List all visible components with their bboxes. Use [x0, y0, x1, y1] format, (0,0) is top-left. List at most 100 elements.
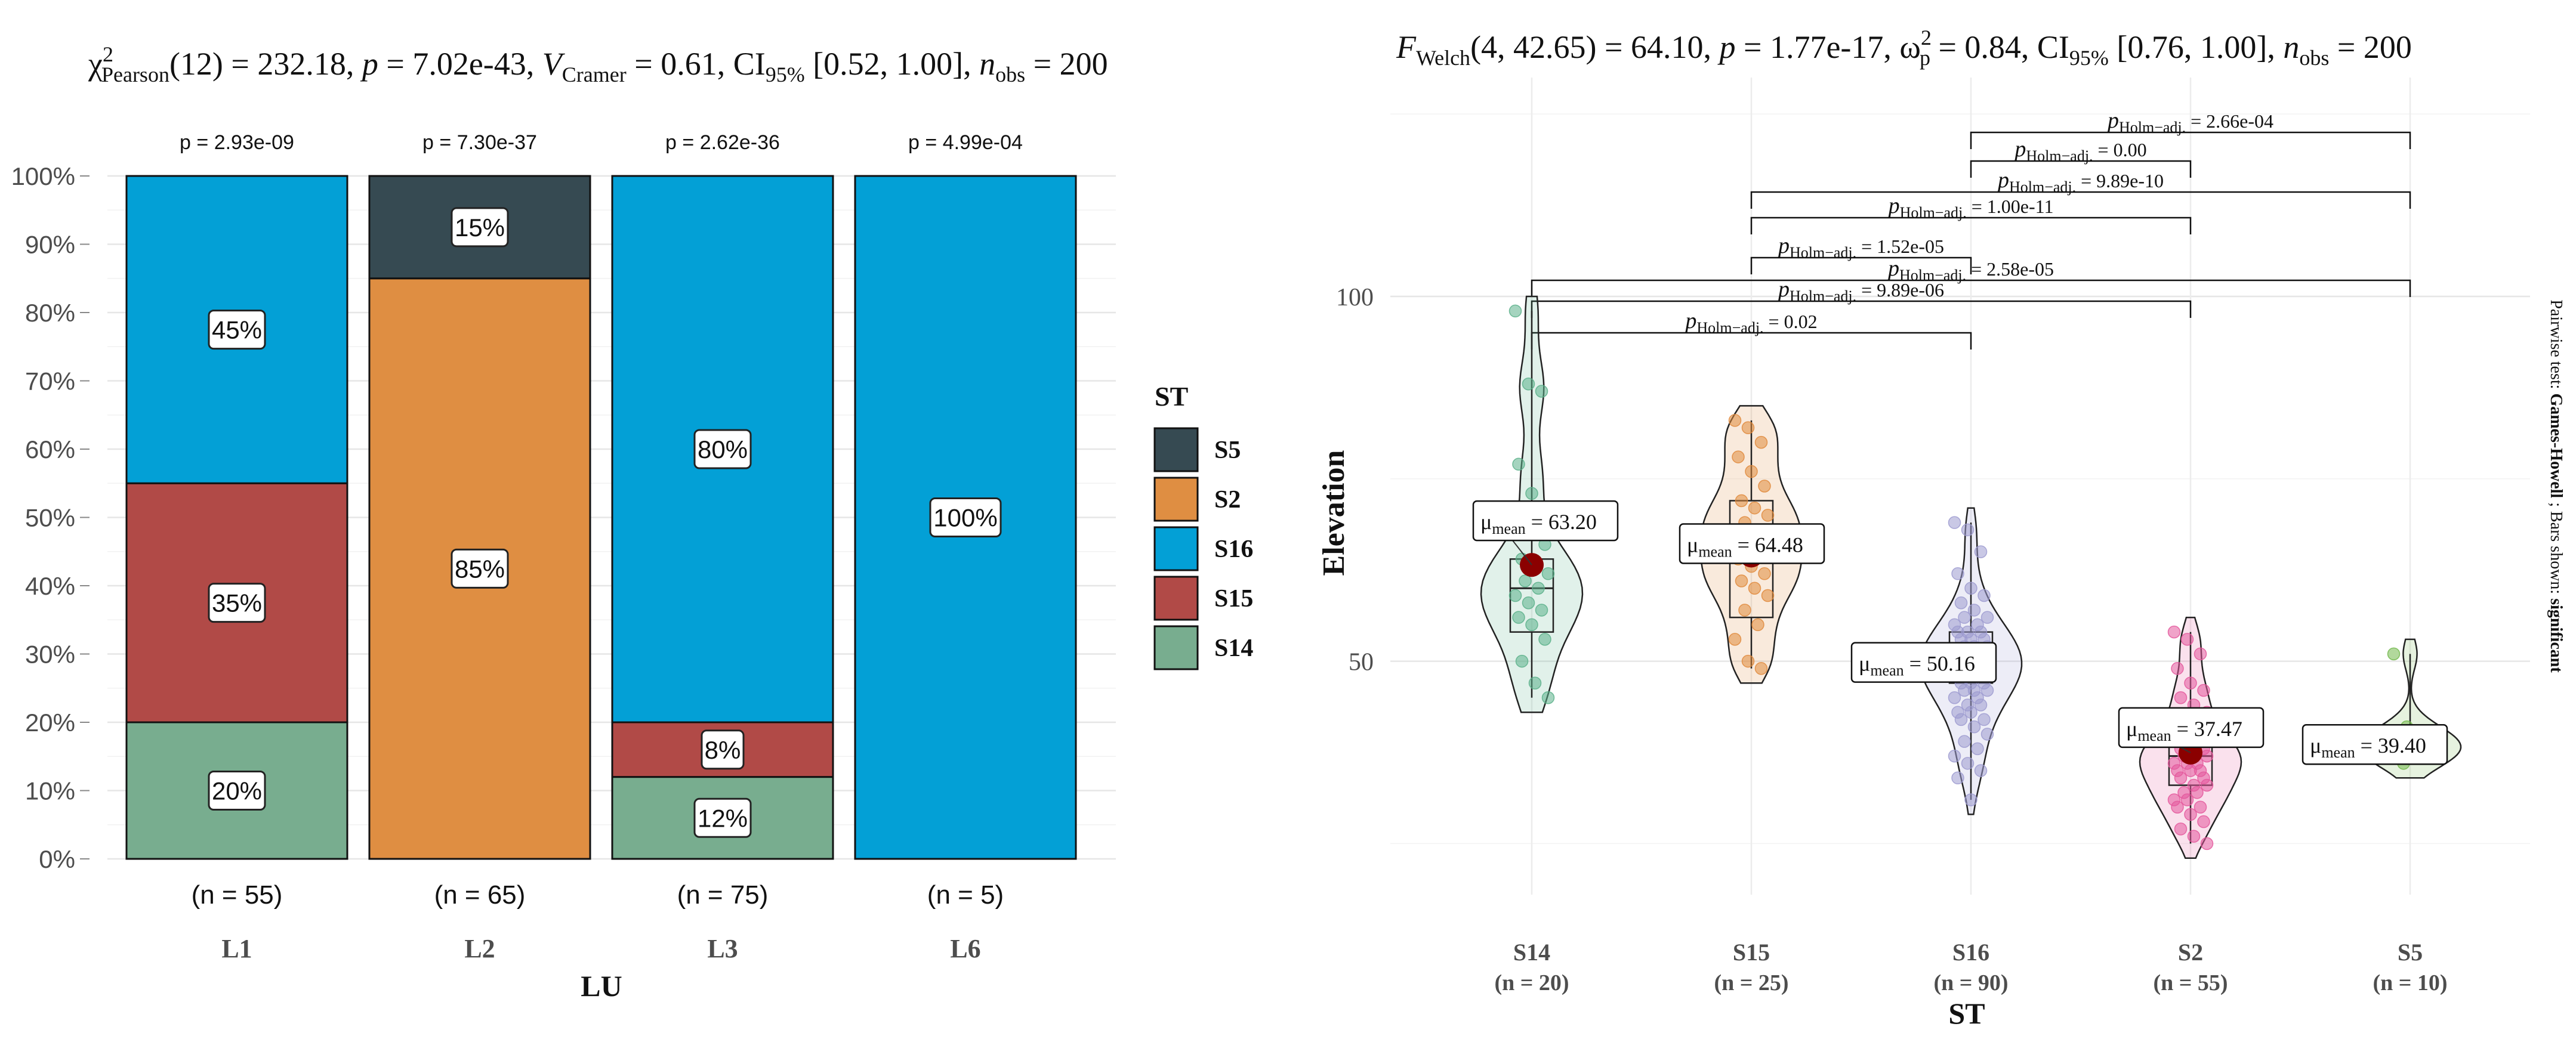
left-y-tick-label: 0%	[39, 845, 75, 873]
data-point	[1974, 764, 1988, 777]
left-y-tick-label: 10%	[25, 777, 75, 805]
left-y-tick-label: 40%	[25, 572, 75, 600]
data-point	[1961, 757, 1975, 770]
data-point	[1964, 582, 1977, 595]
data-point	[1954, 596, 1968, 610]
data-point	[2184, 764, 2197, 777]
legend-swatch	[1153, 625, 1199, 670]
legend: ST S5 S2 S16 S15 S14	[1153, 381, 1253, 670]
pairwise-p-label: pHolm−adj. = 1.00e-11	[1887, 193, 2054, 221]
pairwise-p-label: pHolm−adj. = 2.58e-05	[1886, 256, 2054, 284]
data-point	[1522, 378, 1535, 391]
data-point	[2200, 837, 2214, 851]
left-y-tick-label: 70%	[25, 367, 75, 395]
left-x-axis-label: LU	[581, 969, 622, 1003]
mean-label: μmean = 63.20	[1480, 510, 1597, 537]
x-tick-label: L3	[707, 934, 738, 963]
data-point	[1512, 611, 1525, 624]
data-point	[1977, 713, 1991, 726]
data-point	[1508, 304, 1522, 318]
data-point	[1519, 574, 1532, 587]
percent-label: 8%	[705, 736, 741, 764]
data-point	[1974, 545, 1988, 558]
percent-label: 15%	[455, 214, 505, 242]
data-point	[2180, 793, 2194, 806]
pairwise-p-label: pHolm−adj. = 9.89e-06	[1776, 277, 1944, 305]
p-value-label: p = 2.93e-09	[180, 131, 294, 154]
data-point	[1758, 480, 1771, 493]
p-value-label: p = 2.62e-36	[665, 131, 780, 154]
data-point	[1538, 633, 1551, 646]
violin-chart: FWelch(4, 42.65) = 64.10, p = 1.77e-17, …	[1317, 26, 2565, 1030]
data-point	[2171, 662, 2184, 675]
data-point	[1961, 523, 1975, 537]
percent-label: 80%	[698, 435, 748, 463]
percent-label-box	[929, 497, 1002, 537]
data-point	[1958, 611, 1971, 624]
left-y-tick-label: 20%	[25, 709, 75, 737]
data-point	[2387, 647, 2401, 661]
count-label: (n = 55)	[2153, 970, 2228, 995]
data-point	[1754, 662, 1768, 675]
right-y-tick-labels: 50 100	[1336, 284, 1374, 676]
data-point	[2167, 625, 2181, 639]
pairwise-bracket	[1750, 191, 2411, 209]
data-point	[1967, 604, 1981, 617]
mean-label-box	[2302, 723, 2448, 765]
count-label: (n = 75)	[677, 880, 769, 910]
percent-label: 85%	[455, 555, 505, 583]
count-label: (n = 90)	[1933, 970, 2008, 995]
data-point	[1748, 582, 1761, 595]
data-point	[1958, 735, 1971, 748]
data-point	[1735, 574, 1748, 587]
data-point	[1980, 728, 1994, 741]
count-label: (n = 55)	[192, 880, 283, 910]
data-point	[1512, 457, 1525, 471]
data-point	[1948, 691, 1961, 704]
data-point	[1525, 487, 1538, 500]
data-point	[2200, 778, 2214, 792]
data-point	[1532, 582, 1545, 595]
data-point	[1732, 450, 1745, 463]
legend-title: ST	[1155, 381, 1188, 412]
pairwise-bracket	[1970, 160, 2192, 178]
percent-label: 45%	[212, 316, 262, 344]
data-point	[1728, 414, 1742, 427]
pairwise-bracket	[1750, 217, 2192, 234]
right-chart-title: FWelch(4, 42.65) = 64.10, p = 1.77e-17, …	[1396, 26, 2412, 70]
left-chart-title: χ2 Pearson(12) = 232.18, p = 7.02e-43, VC…	[88, 42, 1108, 86]
data-point	[1741, 654, 1755, 668]
data-point	[1748, 501, 1761, 515]
pairwise-bracket	[1750, 256, 1972, 274]
data-point	[1535, 385, 1548, 398]
data-point	[2194, 800, 2207, 814]
data-point	[1951, 771, 1964, 785]
percent-label-box	[451, 207, 509, 248]
percent-label-box	[693, 797, 752, 838]
p-value-label: p = 4.99e-04	[908, 131, 1023, 154]
legend-label: S14	[1214, 635, 1253, 662]
data-point	[1735, 494, 1748, 508]
data-point	[1980, 611, 1994, 624]
left-y-tick-labels: 0% 10% 20% 30% 40% 50% 60% 70% 80% 90% 100%	[11, 162, 90, 873]
mean-label-box	[1850, 642, 1997, 683]
pairwise-p-label: pHolm−adj. = 1.52e-05	[1776, 233, 1944, 261]
x-tick-label: L6	[950, 934, 980, 963]
data-point	[1754, 435, 1768, 449]
data-point	[2197, 684, 2210, 697]
mean-label: μmean = 50.16	[1859, 652, 1975, 679]
pairwise-bracket	[1531, 279, 2411, 297]
data-point	[1515, 654, 1529, 668]
x-tick-label: S2	[2178, 939, 2203, 966]
right-y-axis-label: Elevation	[1317, 450, 1351, 576]
pairwise-p-label: pHolm−adj. = 9.89e-10	[1996, 168, 2164, 196]
data-point	[1951, 567, 1964, 580]
left-y-tick-label: 60%	[25, 435, 75, 463]
count-label: (n = 5)	[927, 880, 1004, 910]
legend-label: S16	[1214, 536, 1253, 563]
data-point	[1761, 509, 1775, 522]
legend-swatch	[1153, 576, 1199, 621]
left-y-tick-label: 80%	[25, 299, 75, 327]
count-label: (n = 65)	[434, 880, 526, 910]
